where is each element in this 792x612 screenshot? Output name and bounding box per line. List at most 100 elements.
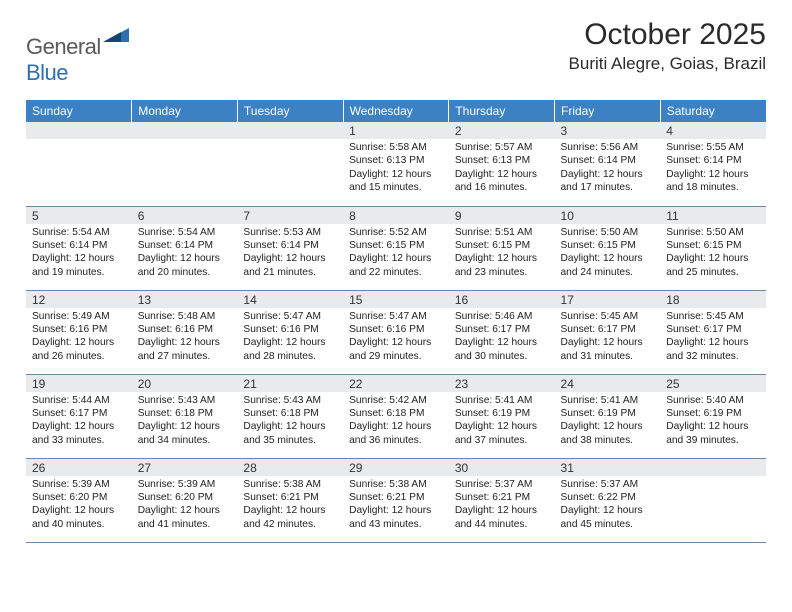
logo-text-block: General Blue: [26, 26, 129, 86]
day-number: 7: [237, 207, 343, 224]
day-content: Sunrise: 5:39 AMSunset: 6:20 PMDaylight:…: [132, 476, 238, 536]
day-content: Sunrise: 5:49 AMSunset: 6:16 PMDaylight:…: [26, 308, 132, 368]
day-content: Sunrise: 5:38 AMSunset: 6:21 PMDaylight:…: [343, 476, 449, 536]
day-content: Sunrise: 5:47 AMSunset: 6:16 PMDaylight:…: [237, 308, 343, 368]
calendar-row: 12Sunrise: 5:49 AMSunset: 6:16 PMDayligh…: [26, 290, 766, 374]
calendar-cell: 30Sunrise: 5:37 AMSunset: 6:21 PMDayligh…: [449, 458, 555, 542]
weekday-header: Saturday: [660, 100, 766, 122]
day-number: 13: [132, 291, 238, 308]
weekday-header: Wednesday: [343, 100, 449, 122]
day-content: [132, 139, 238, 145]
calendar-cell: 25Sunrise: 5:40 AMSunset: 6:19 PMDayligh…: [660, 374, 766, 458]
day-content: [660, 476, 766, 482]
day-number: 3: [555, 122, 661, 139]
calendar-cell: 24Sunrise: 5:41 AMSunset: 6:19 PMDayligh…: [555, 374, 661, 458]
logo-triangle-icon: [103, 26, 129, 42]
day-content: Sunrise: 5:37 AMSunset: 6:22 PMDaylight:…: [555, 476, 661, 536]
day-content: Sunrise: 5:43 AMSunset: 6:18 PMDaylight:…: [132, 392, 238, 452]
day-content: Sunrise: 5:54 AMSunset: 6:14 PMDaylight:…: [26, 224, 132, 284]
day-number: 17: [555, 291, 661, 308]
day-content: Sunrise: 5:45 AMSunset: 6:17 PMDaylight:…: [555, 308, 661, 368]
day-content: Sunrise: 5:46 AMSunset: 6:17 PMDaylight:…: [449, 308, 555, 368]
day-number: 22: [343, 375, 449, 392]
title-block: October 2025 Buriti Alegre, Goias, Brazi…: [569, 18, 766, 74]
day-number: 5: [26, 207, 132, 224]
day-content: Sunrise: 5:38 AMSunset: 6:21 PMDaylight:…: [237, 476, 343, 536]
calendar-cell: 21Sunrise: 5:43 AMSunset: 6:18 PMDayligh…: [237, 374, 343, 458]
day-content: Sunrise: 5:37 AMSunset: 6:21 PMDaylight:…: [449, 476, 555, 536]
day-number: 28: [237, 459, 343, 476]
logo-text-blue: Blue: [26, 60, 68, 85]
day-number: 26: [26, 459, 132, 476]
day-content: Sunrise: 5:53 AMSunset: 6:14 PMDaylight:…: [237, 224, 343, 284]
day-content: Sunrise: 5:47 AMSunset: 6:16 PMDaylight:…: [343, 308, 449, 368]
day-content: Sunrise: 5:48 AMSunset: 6:16 PMDaylight:…: [132, 308, 238, 368]
day-content: Sunrise: 5:45 AMSunset: 6:17 PMDaylight:…: [660, 308, 766, 368]
day-number: 19: [26, 375, 132, 392]
calendar-row: 1Sunrise: 5:58 AMSunset: 6:13 PMDaylight…: [26, 122, 766, 206]
day-content: Sunrise: 5:52 AMSunset: 6:15 PMDaylight:…: [343, 224, 449, 284]
calendar-row: 19Sunrise: 5:44 AMSunset: 6:17 PMDayligh…: [26, 374, 766, 458]
day-content: Sunrise: 5:56 AMSunset: 6:14 PMDaylight:…: [555, 139, 661, 199]
calendar-cell-empty: [237, 122, 343, 206]
page: General Blue October 2025 Buriti Alegre,…: [0, 0, 792, 543]
location: Buriti Alegre, Goias, Brazil: [569, 54, 766, 74]
day-content: Sunrise: 5:41 AMSunset: 6:19 PMDaylight:…: [555, 392, 661, 452]
calendar-cell: 18Sunrise: 5:45 AMSunset: 6:17 PMDayligh…: [660, 290, 766, 374]
weekday-header: Thursday: [449, 100, 555, 122]
calendar-cell: 5Sunrise: 5:54 AMSunset: 6:14 PMDaylight…: [26, 206, 132, 290]
calendar-cell: 13Sunrise: 5:48 AMSunset: 6:16 PMDayligh…: [132, 290, 238, 374]
day-number: 6: [132, 207, 238, 224]
calendar-table: SundayMondayTuesdayWednesdayThursdayFrid…: [26, 100, 766, 543]
day-content: [237, 139, 343, 145]
calendar-cell: 26Sunrise: 5:39 AMSunset: 6:20 PMDayligh…: [26, 458, 132, 542]
day-content: Sunrise: 5:54 AMSunset: 6:14 PMDaylight:…: [132, 224, 238, 284]
calendar-cell: 29Sunrise: 5:38 AMSunset: 6:21 PMDayligh…: [343, 458, 449, 542]
day-number: 1: [343, 122, 449, 139]
calendar-cell: 20Sunrise: 5:43 AMSunset: 6:18 PMDayligh…: [132, 374, 238, 458]
day-number: 18: [660, 291, 766, 308]
calendar-cell: 27Sunrise: 5:39 AMSunset: 6:20 PMDayligh…: [132, 458, 238, 542]
calendar-cell: 10Sunrise: 5:50 AMSunset: 6:15 PMDayligh…: [555, 206, 661, 290]
month-title: October 2025: [569, 18, 766, 52]
day-number: 30: [449, 459, 555, 476]
day-content: Sunrise: 5:57 AMSunset: 6:13 PMDaylight:…: [449, 139, 555, 199]
calendar-cell: 1Sunrise: 5:58 AMSunset: 6:13 PMDaylight…: [343, 122, 449, 206]
day-number: 9: [449, 207, 555, 224]
calendar-row: 5Sunrise: 5:54 AMSunset: 6:14 PMDaylight…: [26, 206, 766, 290]
day-content: Sunrise: 5:55 AMSunset: 6:14 PMDaylight:…: [660, 139, 766, 199]
day-number: 14: [237, 291, 343, 308]
day-content: Sunrise: 5:51 AMSunset: 6:15 PMDaylight:…: [449, 224, 555, 284]
calendar-cell: 7Sunrise: 5:53 AMSunset: 6:14 PMDaylight…: [237, 206, 343, 290]
day-number: 23: [449, 375, 555, 392]
day-content: Sunrise: 5:42 AMSunset: 6:18 PMDaylight:…: [343, 392, 449, 452]
logo: General Blue: [26, 18, 129, 86]
calendar-cell: 8Sunrise: 5:52 AMSunset: 6:15 PMDaylight…: [343, 206, 449, 290]
calendar-cell: 4Sunrise: 5:55 AMSunset: 6:14 PMDaylight…: [660, 122, 766, 206]
calendar-cell: 19Sunrise: 5:44 AMSunset: 6:17 PMDayligh…: [26, 374, 132, 458]
calendar-body: 1Sunrise: 5:58 AMSunset: 6:13 PMDaylight…: [26, 122, 766, 542]
day-number: 2: [449, 122, 555, 139]
day-number: 4: [660, 122, 766, 139]
day-content: Sunrise: 5:58 AMSunset: 6:13 PMDaylight:…: [343, 139, 449, 199]
day-number: [660, 459, 766, 476]
calendar-cell: 6Sunrise: 5:54 AMSunset: 6:14 PMDaylight…: [132, 206, 238, 290]
header: General Blue October 2025 Buriti Alegre,…: [26, 18, 766, 86]
calendar-cell: 2Sunrise: 5:57 AMSunset: 6:13 PMDaylight…: [449, 122, 555, 206]
day-number: 31: [555, 459, 661, 476]
weekday-row: SundayMondayTuesdayWednesdayThursdayFrid…: [26, 100, 766, 122]
weekday-header: Sunday: [26, 100, 132, 122]
day-number: 12: [26, 291, 132, 308]
day-number: 27: [132, 459, 238, 476]
calendar-cell: 23Sunrise: 5:41 AMSunset: 6:19 PMDayligh…: [449, 374, 555, 458]
day-number: [26, 122, 132, 139]
day-number: 11: [660, 207, 766, 224]
calendar-cell: 17Sunrise: 5:45 AMSunset: 6:17 PMDayligh…: [555, 290, 661, 374]
day-number: 8: [343, 207, 449, 224]
calendar-cell: 28Sunrise: 5:38 AMSunset: 6:21 PMDayligh…: [237, 458, 343, 542]
calendar-cell: 31Sunrise: 5:37 AMSunset: 6:22 PMDayligh…: [555, 458, 661, 542]
day-content: Sunrise: 5:40 AMSunset: 6:19 PMDaylight:…: [660, 392, 766, 452]
day-number: 16: [449, 291, 555, 308]
day-content: [26, 139, 132, 145]
calendar-cell: 16Sunrise: 5:46 AMSunset: 6:17 PMDayligh…: [449, 290, 555, 374]
